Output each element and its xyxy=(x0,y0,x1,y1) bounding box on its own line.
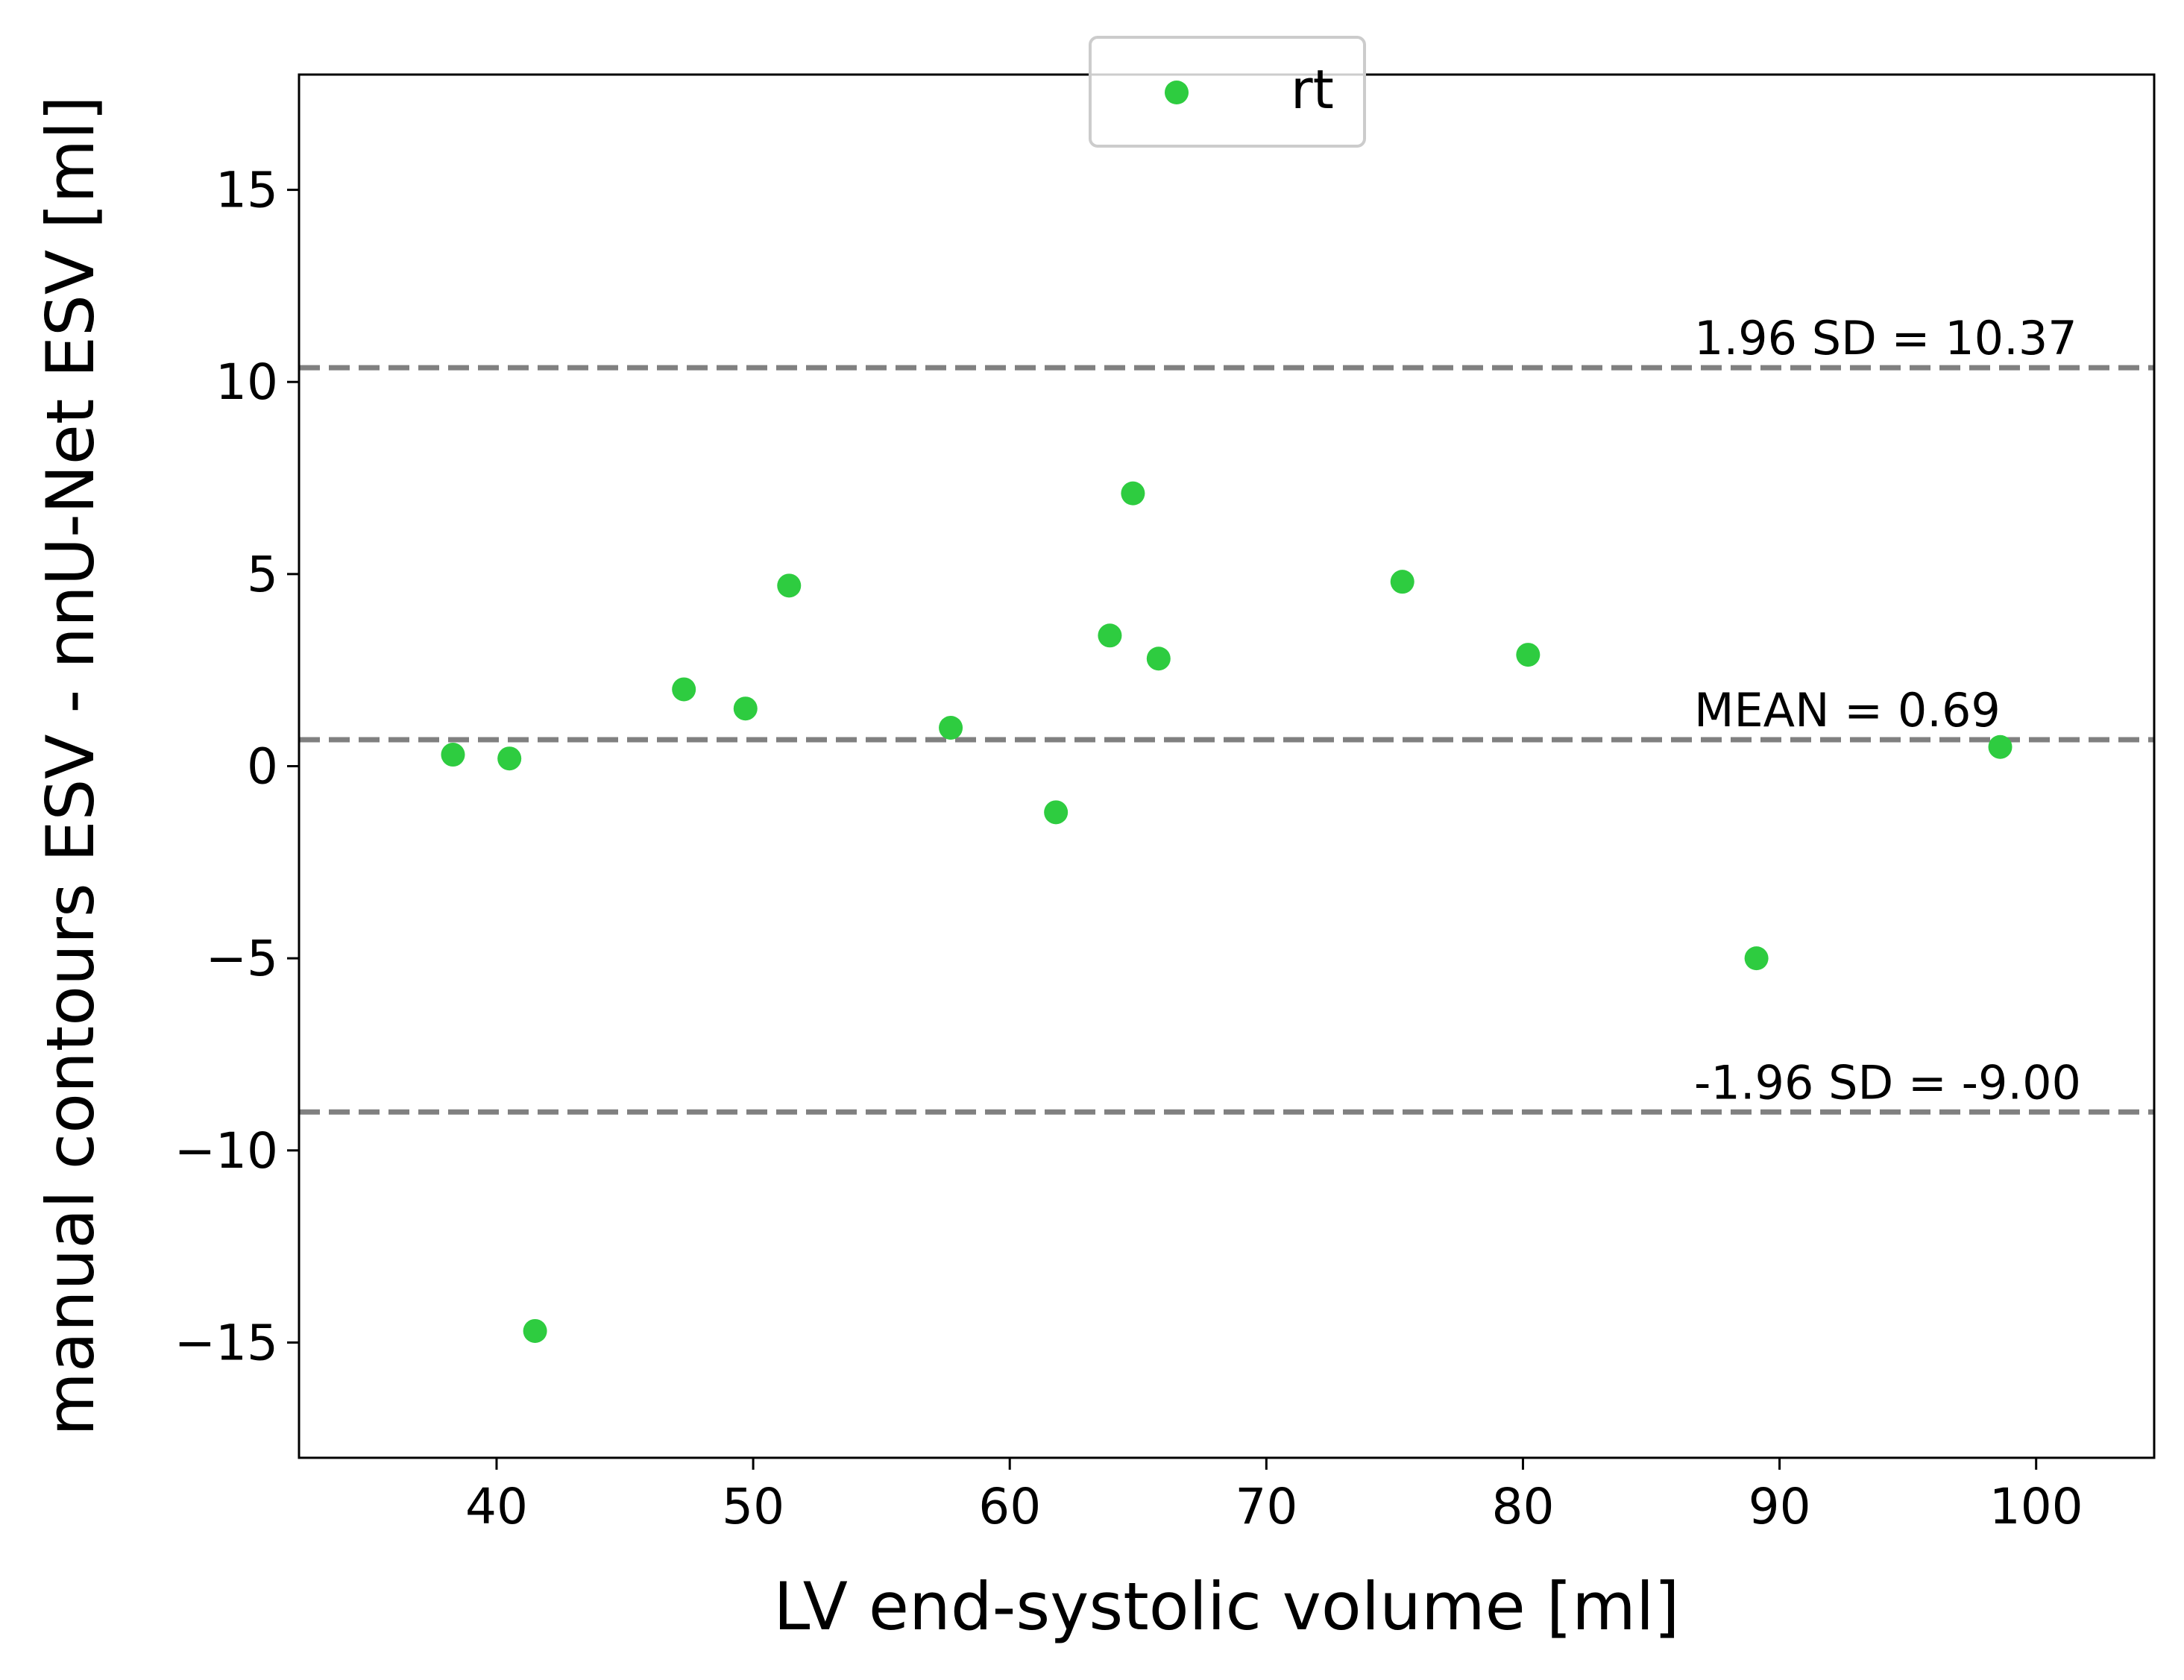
reference-line-label-upper: 1.96 SD = 10.37 xyxy=(1694,311,2077,365)
y-tick-label: 15 xyxy=(215,162,278,219)
y-tick-label: −5 xyxy=(206,930,278,987)
x-tick-label: 60 xyxy=(978,1478,1041,1535)
data-point xyxy=(1044,800,1069,825)
legend-label-rt: rt xyxy=(1291,58,1334,121)
y-tick-label: 0 xyxy=(247,738,278,796)
data-point xyxy=(733,696,758,721)
data-point xyxy=(441,743,465,767)
y-tick-label: 10 xyxy=(215,353,278,411)
x-tick-label: 50 xyxy=(722,1478,784,1535)
y-tick-label: −15 xyxy=(174,1314,278,1371)
data-point xyxy=(1988,734,2013,759)
legend-box xyxy=(1089,36,1366,148)
data-point xyxy=(1146,646,1171,671)
reference-line-label-lower: -1.96 SD = -9.00 xyxy=(1694,1055,2081,1110)
data-point xyxy=(1098,623,1122,648)
y-tick-label: 5 xyxy=(247,546,278,603)
data-point xyxy=(1744,946,1769,971)
x-axis-ticks: 40 50 60 70 80 90 100 xyxy=(465,1458,2083,1535)
x-tick-label: 100 xyxy=(1989,1478,2083,1535)
x-tick-label: 70 xyxy=(1235,1478,1297,1535)
y-axis-ticks: −15 −10 −5 0 5 10 15 xyxy=(174,162,299,1371)
x-tick-label: 80 xyxy=(1491,1478,1554,1535)
legend-marker-rt xyxy=(1165,81,1189,104)
data-point xyxy=(1390,570,1414,594)
x-tick-label: 90 xyxy=(1749,1478,1811,1535)
data-point xyxy=(939,715,963,740)
data-point xyxy=(523,1318,547,1343)
data-point xyxy=(672,677,696,702)
data-point xyxy=(497,746,522,771)
reference-line-label-mean: MEAN = 0.69 xyxy=(1694,683,2001,737)
x-tick-label: 40 xyxy=(465,1478,528,1535)
data-point xyxy=(777,573,802,598)
y-tick-label: −10 xyxy=(174,1122,278,1180)
data-point xyxy=(1516,643,1541,667)
legend: rt xyxy=(1089,36,1366,148)
y-axis-label: manual contours ESV - nnU-Net ESV [ml] xyxy=(32,95,109,1436)
data-point xyxy=(1121,481,1145,506)
x-axis-label: LV end-systolic volume [ml] xyxy=(773,1568,1679,1645)
reference-lines: 1.96 SD = 10.37 MEAN = 0.69 -1.96 SD = -9.… xyxy=(299,311,2154,1115)
data-points xyxy=(441,481,2013,1343)
